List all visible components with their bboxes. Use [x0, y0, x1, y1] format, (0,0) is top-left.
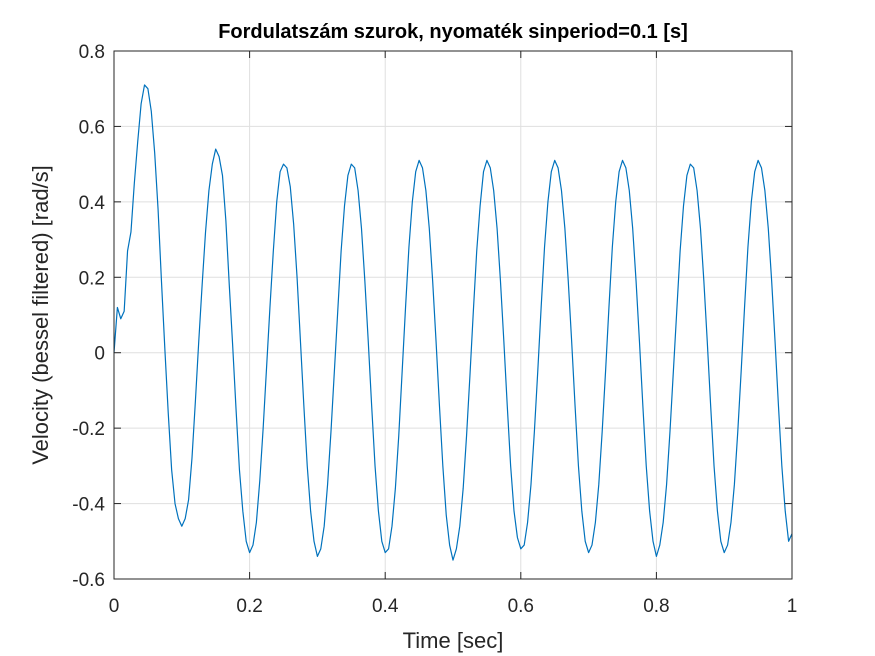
x-tick-label: 0.2 — [236, 596, 262, 617]
series-layer — [113, 84, 793, 561]
x-tick-label: 1 — [787, 596, 798, 617]
y-axis-label: Velocity (bessel filtered) [rad/s] — [28, 165, 53, 465]
y-tick-label: -0.6 — [72, 570, 105, 591]
y-tick-label: 0.4 — [79, 193, 106, 214]
y-tick-label: 0.2 — [79, 268, 105, 289]
chart-title: Fordulatszám szurok, nyomaték sinperiod=… — [218, 21, 688, 43]
x-tick-labels: 0 0.2 0.4 0.6 0.8 1 — [109, 596, 798, 617]
y-tick-label: 0 — [94, 344, 105, 365]
plot-area — [114, 51, 792, 579]
x-tick-label: 0.4 — [372, 596, 399, 617]
axes-frame — [113, 50, 793, 580]
velocity-series-line — [113, 84, 793, 561]
y-tick-label: -0.4 — [72, 495, 105, 516]
y-tick-label: -0.2 — [72, 419, 105, 440]
x-tick-label: 0.6 — [508, 596, 534, 617]
x-axis-label: Time [sec] — [403, 628, 504, 653]
y-tick-labels: -0.6 -0.4 -0.2 0 0.2 0.4 0.6 0.8 — [72, 42, 105, 591]
x-tick-label: 0 — [109, 596, 120, 617]
y-tick-label: 0.6 — [79, 117, 105, 138]
tick-marks — [113, 50, 793, 580]
x-tick-label: 0.8 — [643, 596, 669, 617]
y-tick-label: 0.8 — [79, 42, 105, 63]
